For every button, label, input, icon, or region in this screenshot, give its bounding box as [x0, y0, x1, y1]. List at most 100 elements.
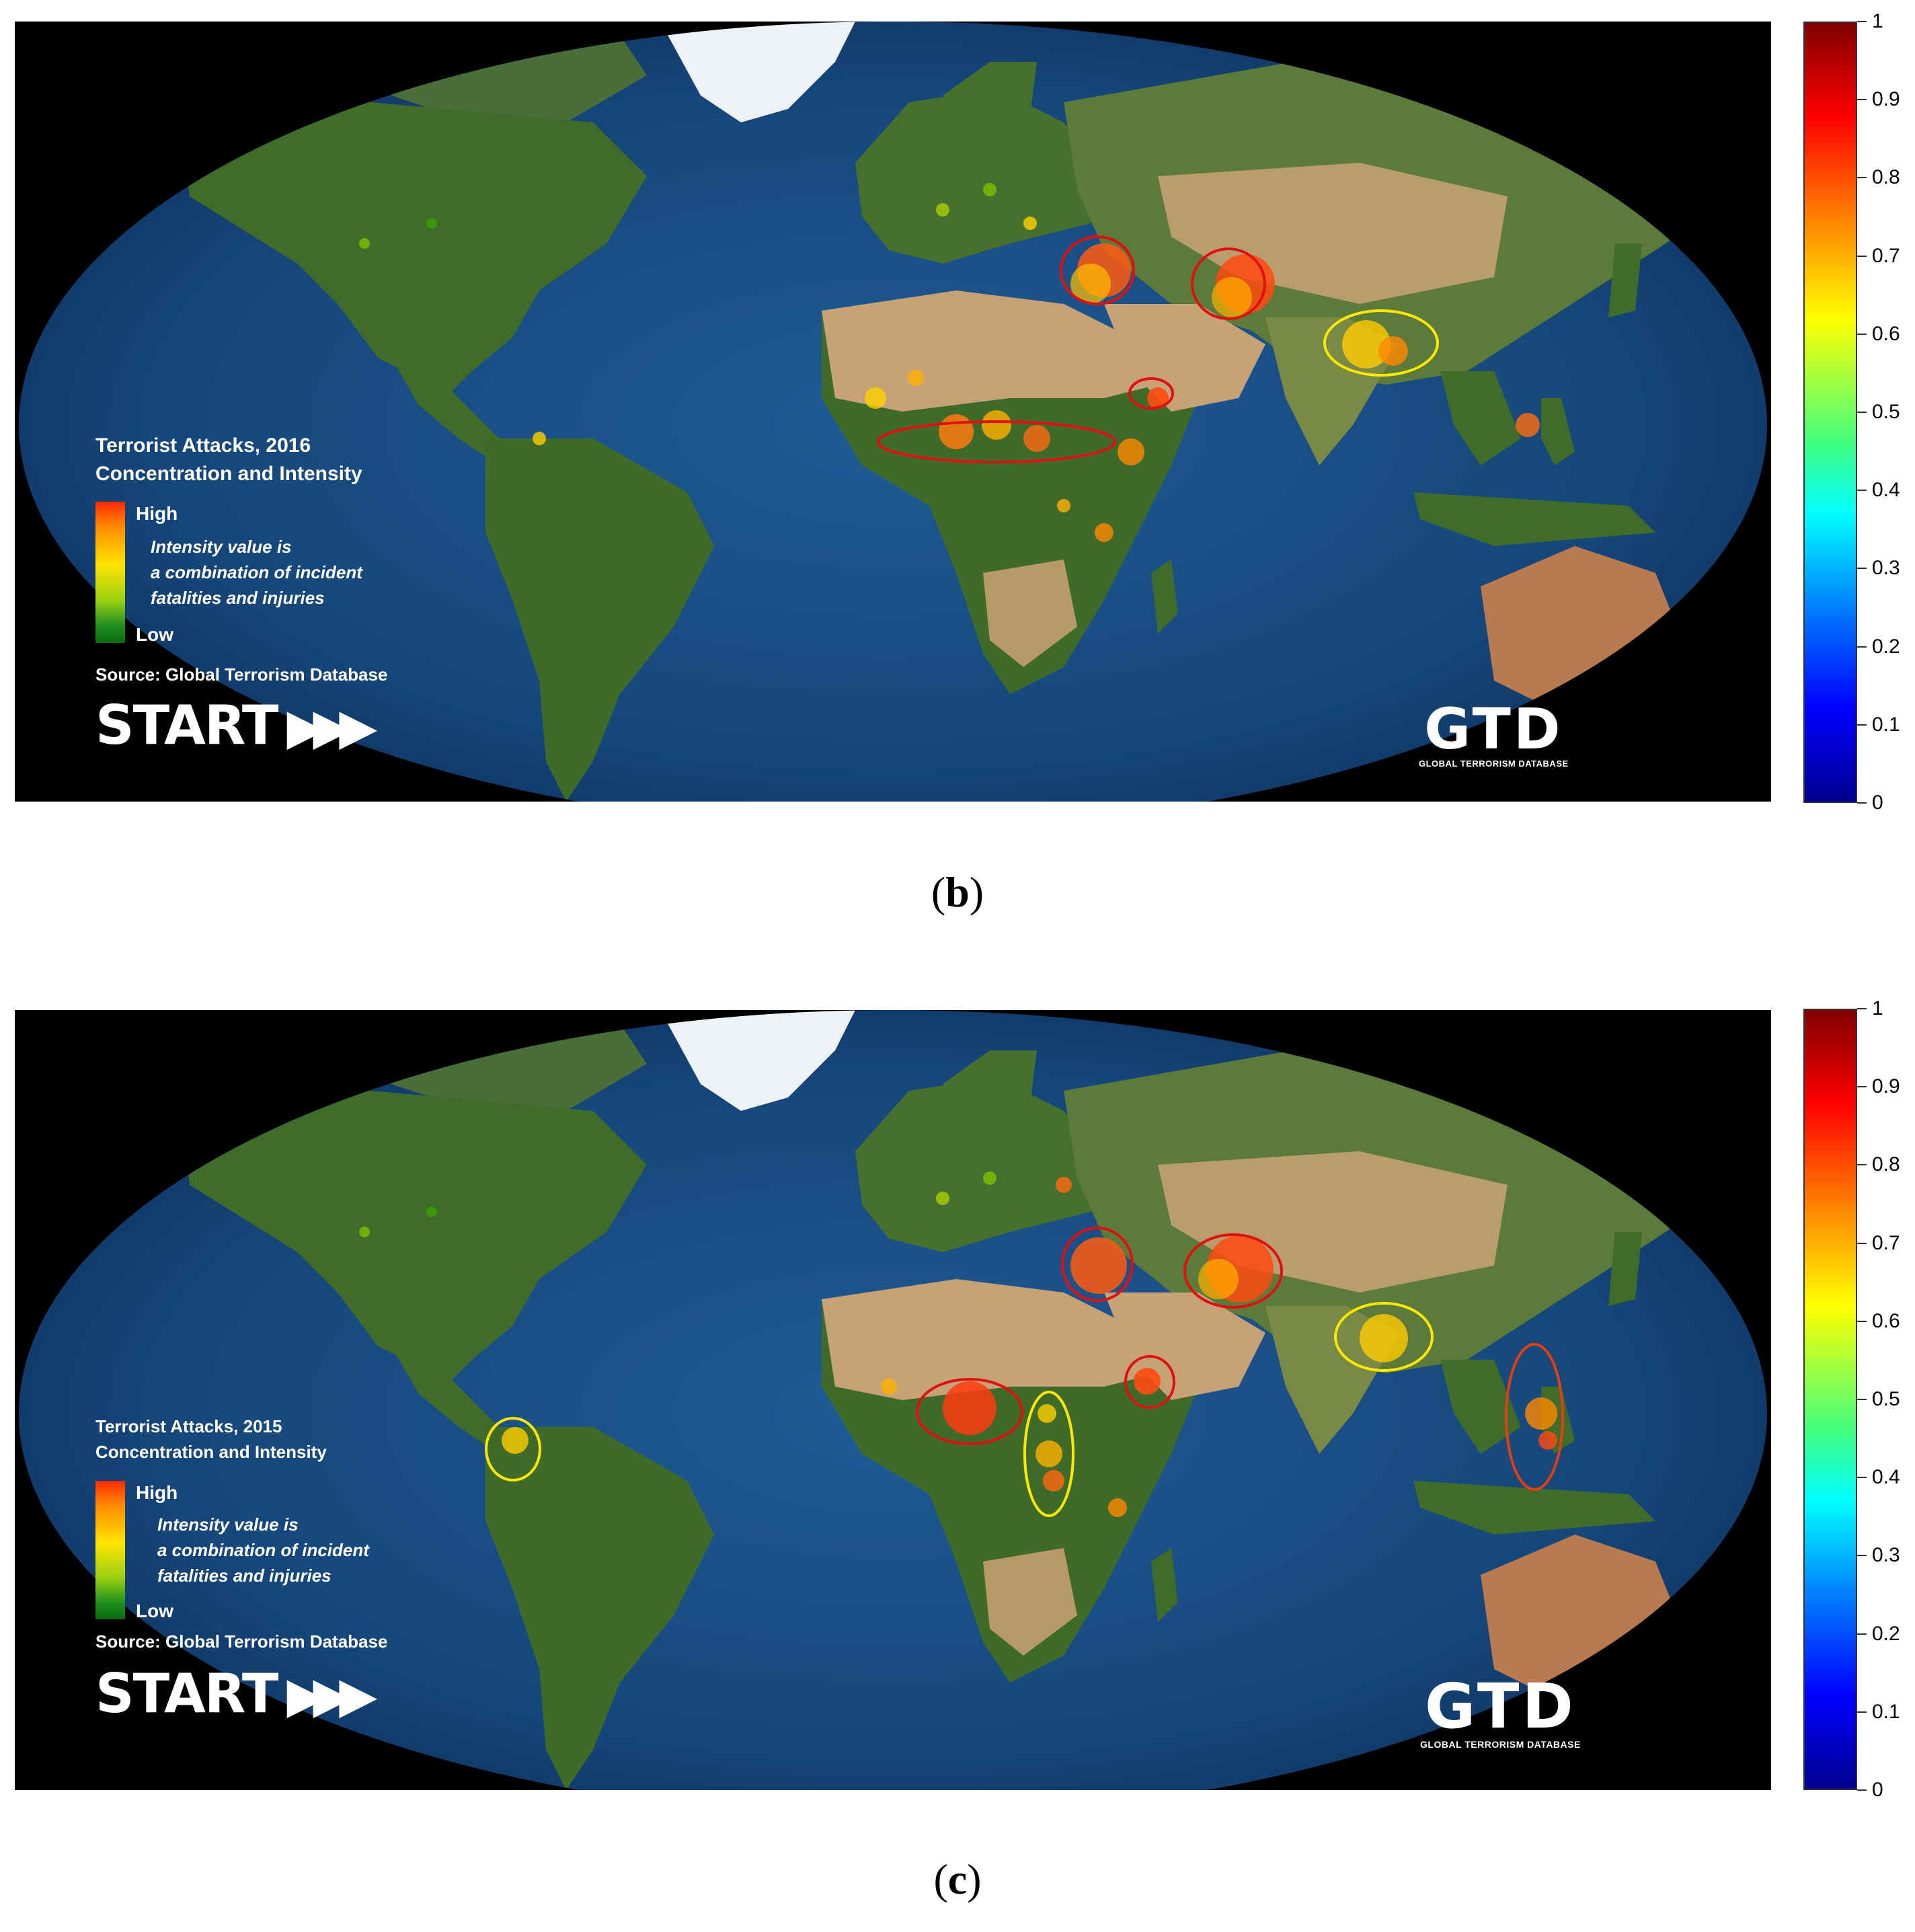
- gtd-logo-subtitle: GLOBAL TERRORISM DATABASE: [1419, 759, 1569, 769]
- colorbar-tick-label: 0.7: [1872, 1231, 1900, 1254]
- southeast-asia: [1440, 1360, 1521, 1454]
- world-map-2015: [15, 1010, 1771, 1790]
- colorbar-tick-label: 0.1: [1872, 713, 1900, 736]
- colorbar-c: [1803, 1009, 1857, 1790]
- kalahari: [983, 1548, 1077, 1656]
- legend-title-line2: Concentration and Intensity: [95, 1442, 327, 1462]
- start-logo-text: START: [95, 694, 278, 757]
- colorbar-tick-label: 0.7: [1872, 244, 1900, 267]
- gtd-logo: GTD GLOBAL TERRORISM DATABASE: [1419, 701, 1569, 769]
- colorbar-tick-mark: [1857, 1711, 1867, 1713]
- legend-title-line1: Terrorist Attacks, 2015: [95, 1416, 282, 1436]
- colorbar-tick-mark: [1857, 412, 1867, 413]
- legend-source: Source: Global Terrorism Database: [95, 664, 388, 685]
- colorbar-tick-label: 0.9: [1872, 1075, 1900, 1098]
- madagascar: [1151, 559, 1178, 633]
- legend-title-line2: Concentration and Intensity: [95, 463, 362, 485]
- colorbar-tick-mark: [1857, 490, 1867, 492]
- colorbar-tick-label: 0: [1872, 791, 1883, 814]
- start-logo-text: START: [95, 1662, 278, 1725]
- legend-note-line2: a combination of incident: [157, 1540, 369, 1560]
- legend-note-line2: a combination of incident: [151, 562, 362, 582]
- outline-central-africa: [1023, 1391, 1074, 1517]
- sahara: [822, 1279, 1158, 1400]
- chevrons-icon: ▶▶▶: [286, 698, 377, 756]
- colorbar-tick-label: 0.1: [1872, 1700, 1900, 1723]
- colorbar-tick-label: 0.8: [1872, 1153, 1900, 1176]
- legend-low-label: Low: [136, 1600, 173, 1621]
- south-america: [485, 438, 714, 802]
- legend-note-line3: fatalities and injuries: [157, 1566, 331, 1586]
- outline-afghanistan-pakistan: [1183, 1233, 1283, 1309]
- start-logo: START ▶▶▶: [95, 694, 377, 757]
- colorbar-tick-mark: [1857, 802, 1867, 804]
- southeast-asia: [1440, 371, 1521, 465]
- greenland: [660, 1010, 855, 1111]
- map-panel-2016: Terrorist Attacks, 2016 Concentration an…: [15, 22, 1771, 802]
- caption-letter-c: c: [947, 1855, 968, 1903]
- colorbar-tick-mark: [1857, 1789, 1867, 1791]
- legend-low-label: Low: [136, 624, 173, 645]
- legend-gradient: [95, 1481, 125, 1619]
- colorbar-tick-mark: [1857, 1242, 1867, 1244]
- colorbar-tick-label: 0.3: [1872, 557, 1900, 580]
- colorbar-tick-label: 0.6: [1872, 322, 1900, 345]
- legend-source: Source: Global Terrorism Database: [95, 1631, 388, 1652]
- highlight-outlines: [877, 235, 1439, 463]
- colorbar-tick-mark: [1857, 724, 1867, 726]
- colorbar-tick-label: 0.3: [1872, 1544, 1900, 1567]
- highlight-outlines: [485, 1227, 1564, 1517]
- colorbar-tick-mark: [1857, 1399, 1867, 1400]
- outline-northeast-india: [1323, 309, 1439, 377]
- caption-c: (c): [933, 1855, 982, 1903]
- incident-dots: [359, 1171, 1557, 1517]
- colorbar-tick-mark: [1857, 333, 1867, 335]
- colorbar-tick-label: 0.2: [1872, 635, 1900, 658]
- scandinavia: [943, 62, 1037, 136]
- legend-note-line3: fatalities and injuries: [151, 588, 325, 608]
- europe: [855, 1077, 1104, 1252]
- outline-middle-east: [1061, 1227, 1134, 1302]
- colorbar-tick-mark: [1857, 99, 1867, 101]
- colorbar-tick-mark: [1857, 1008, 1867, 1009]
- colorbar-tick-mark: [1857, 1555, 1867, 1557]
- central-america: [391, 1346, 512, 1454]
- legend-high-label: High: [136, 503, 178, 524]
- outline-yemen: [1128, 377, 1174, 410]
- gtd-logo: GTD GLOBAL TERRORISM DATABASE: [1420, 1676, 1581, 1750]
- gtd-logo-subtitle: GLOBAL TERRORISM DATABASE: [1420, 1739, 1581, 1750]
- outline-sahel: [877, 420, 1116, 463]
- outline-middle-east: [1060, 235, 1135, 305]
- legend-gradient: [95, 502, 125, 643]
- colorbar-tick-label: 0.5: [1872, 401, 1900, 423]
- japan: [1608, 243, 1642, 317]
- legend: Terrorist Attacks, 2015 Concentration an…: [95, 1414, 387, 1725]
- start-logo: START ▶▶▶: [95, 1662, 377, 1725]
- legend-note-line1: Intensity value is: [151, 537, 292, 557]
- philippines: [1541, 398, 1575, 465]
- colorbar-tick-label: 0.5: [1872, 1388, 1900, 1410]
- scandinavia: [943, 1050, 1037, 1124]
- colorbar-tick-label: 0.4: [1872, 1466, 1900, 1489]
- legend: Terrorist Attacks, 2016 Concentration an…: [95, 432, 387, 757]
- europe: [855, 89, 1104, 264]
- map-panel-2015: Terrorist Attacks, 2015 Concentration an…: [15, 1010, 1771, 1790]
- colorbar-tick-mark: [1857, 1086, 1867, 1088]
- south-america: [485, 1427, 714, 1790]
- colorbar-tick-mark: [1857, 1477, 1867, 1479]
- legend-high-label: High: [136, 1482, 178, 1503]
- world-map-2016: [15, 22, 1771, 802]
- colorbar-tick-label: 0.2: [1872, 1622, 1900, 1645]
- outline-colombia: [485, 1417, 541, 1481]
- indonesia: [1413, 492, 1655, 546]
- indonesia: [1413, 1481, 1655, 1535]
- outline-philippines: [1505, 1343, 1564, 1491]
- colorbar-tick-label: 0: [1872, 1779, 1883, 1801]
- colorbar-tick-mark: [1857, 1164, 1867, 1166]
- madagascar: [1151, 1548, 1178, 1622]
- colorbar-tick-mark: [1857, 646, 1867, 648]
- legend-note-line1: Intensity value is: [157, 1514, 299, 1535]
- colorbar-tick-label: 1: [1872, 10, 1883, 32]
- sahara: [822, 291, 1158, 412]
- colorbar-tick-mark: [1857, 21, 1867, 22]
